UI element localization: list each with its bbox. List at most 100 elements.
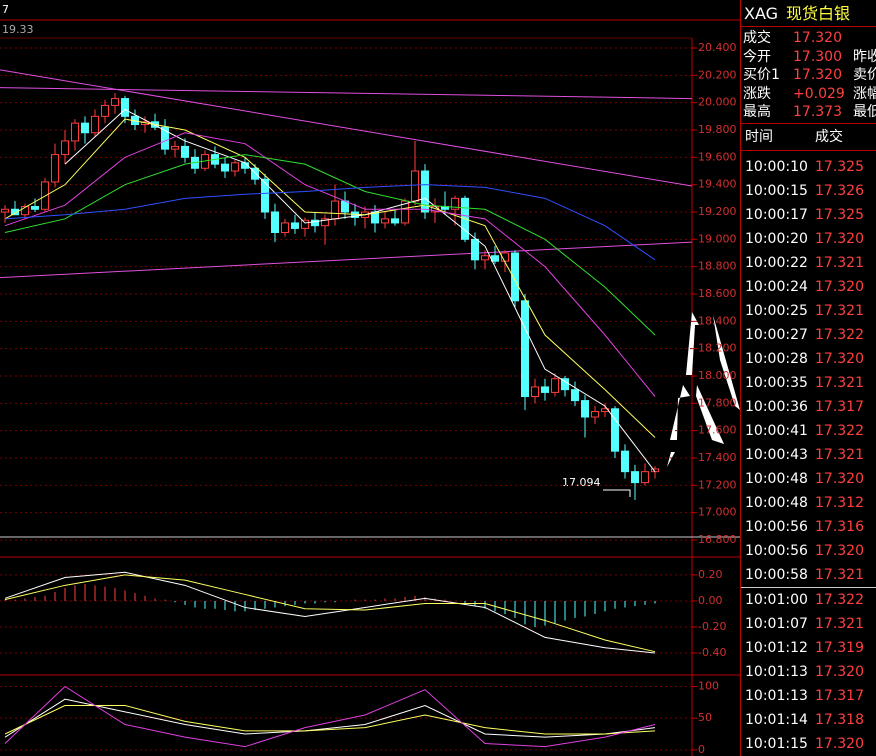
trade-time: 10:00:56 <box>745 543 808 559</box>
indicator-line <box>4 154 656 336</box>
quote-label: 卖价 <box>853 67 876 83</box>
trade-row: 10:00:48 17.312 <box>741 491 876 515</box>
candle-body <box>571 389 579 402</box>
candle-body <box>71 122 79 142</box>
trade-row: 10:00:17 17.325 <box>741 203 876 227</box>
quote-value: 17.320 <box>793 67 842 83</box>
trade-row: 10:00:25 17.321 <box>741 299 876 323</box>
y-tick-label: 18.200 <box>698 342 737 355</box>
candle-body <box>281 222 289 234</box>
trade-row: 10:00:27 17.322 <box>741 323 876 347</box>
trade-time: 10:00:27 <box>745 327 808 343</box>
trade-price: 17.320 <box>815 543 864 559</box>
trade-row: 10:00:36 17.317 <box>741 395 876 419</box>
quote-row: 成交 17.320 <box>741 29 876 48</box>
trade-row: 10:01:13 17.317 <box>741 684 876 708</box>
candle-body <box>611 408 619 452</box>
trade-time: 10:00:48 <box>745 471 808 487</box>
candle-body <box>301 219 309 229</box>
y-tick-label: 17.400 <box>698 451 737 464</box>
candle-body <box>271 211 279 233</box>
quote-value: 17.320 <box>793 30 842 46</box>
y-tick-label: 18.600 <box>698 287 737 300</box>
trade-time: 10:01:15 <box>745 736 808 752</box>
trade-price: 17.320 <box>815 279 864 295</box>
trade-price: 17.320 <box>815 351 864 367</box>
time-header: 时间 <box>745 129 773 145</box>
trade-price: 17.320 <box>815 664 864 680</box>
trade-row: 10:00:28 17.320 <box>741 347 876 371</box>
trade-time: 10:00:22 <box>745 255 808 271</box>
trade-price: 17.322 <box>815 327 864 343</box>
candle-body <box>641 471 649 484</box>
candle-body <box>221 163 229 172</box>
y-tick-label: 19.200 <box>698 205 737 218</box>
trade-time: 10:00:10 <box>745 159 808 175</box>
candle-body <box>181 145 189 158</box>
trade-time: 10:00:25 <box>745 303 808 319</box>
candle-body <box>81 122 89 134</box>
trade-row: 10:01:15 17.320 <box>741 732 876 756</box>
quote-summary: 成交 17.320 今开 17.300 昨收买价1 17.320 卖价涨跌 +0.029 涨幅最… <box>741 27 876 124</box>
trade-price: 17.312 <box>815 495 864 511</box>
trade-list: 10:00:10 17.325 10:00:15 17.326 10:00:17 17.3… <box>741 151 876 756</box>
annotation-line <box>603 489 631 497</box>
quote-label: 买价1 <box>743 67 780 83</box>
y-tick-label: 20.000 <box>698 96 737 109</box>
trade-row: 10:01:13 17.320 <box>741 660 876 684</box>
candle-body <box>491 255 499 262</box>
quote-value: 17.300 <box>793 48 842 65</box>
indicator-line <box>4 184 656 261</box>
indicator-line <box>4 705 656 735</box>
trade-price: 17.317 <box>815 688 864 704</box>
trade-price: 17.317 <box>815 399 864 415</box>
candle-body <box>61 140 69 156</box>
trade-time: 10:00:15 <box>745 183 808 199</box>
trade-time: 10:00:24 <box>745 279 808 295</box>
trade-header: 时间 成交 <box>741 124 876 151</box>
candle-body <box>31 206 39 210</box>
candle-body <box>581 400 589 418</box>
y-tick-label: 18.000 <box>698 369 737 382</box>
y-tick-label: 100 <box>698 680 719 693</box>
trade-time: 10:00:41 <box>745 423 808 439</box>
indicator-line <box>4 132 656 397</box>
candle-body <box>521 300 529 398</box>
candle-body <box>101 104 109 117</box>
y-tick-label: 17.000 <box>698 506 737 519</box>
trade-price: 17.321 <box>815 255 864 271</box>
trade-price: 17.320 <box>815 231 864 247</box>
trade-time: 10:00:56 <box>745 519 808 535</box>
trade-row: 10:00:48 17.320 <box>741 467 876 491</box>
trade-price: 17.325 <box>815 207 864 223</box>
symbol: XAG <box>744 4 779 23</box>
y-tick-label: 20.400 <box>698 41 737 54</box>
trade-row: 10:01:07 17.321 <box>741 612 876 636</box>
candle-body <box>21 206 29 216</box>
trade-price: 17.326 <box>815 183 864 199</box>
candle-body <box>111 98 119 106</box>
trade-time: 10:00:36 <box>745 399 808 415</box>
indicator-line <box>4 685 656 748</box>
trade-time: 10:01:07 <box>745 616 808 632</box>
trade-price: 17.320 <box>815 471 864 487</box>
trade-price: 17.321 <box>815 616 864 632</box>
trade-time: 10:00:58 <box>745 567 808 583</box>
quote-value: +0.029 <box>793 85 845 102</box>
trade-row: 10:00:22 17.321 <box>741 251 876 275</box>
y-tick-label: -0.40 <box>698 646 726 659</box>
quote-label: 今开 <box>743 48 771 65</box>
trade-time: 10:01:00 <box>745 592 808 608</box>
trade-price: 17.321 <box>815 447 864 463</box>
trade-row: 10:00:20 17.320 <box>741 227 876 251</box>
candle-body <box>481 255 489 261</box>
y-tick-label: 18.400 <box>698 314 737 327</box>
y-tick-label: 0.20 <box>698 568 723 581</box>
y-tick-label: 16.800 <box>698 533 737 546</box>
trade-price: 17.322 <box>815 592 864 608</box>
trade-row: 10:00:10 17.325 <box>741 155 876 179</box>
y-tick-label: 19.400 <box>698 178 737 191</box>
trade-price: 17.322 <box>815 423 864 439</box>
